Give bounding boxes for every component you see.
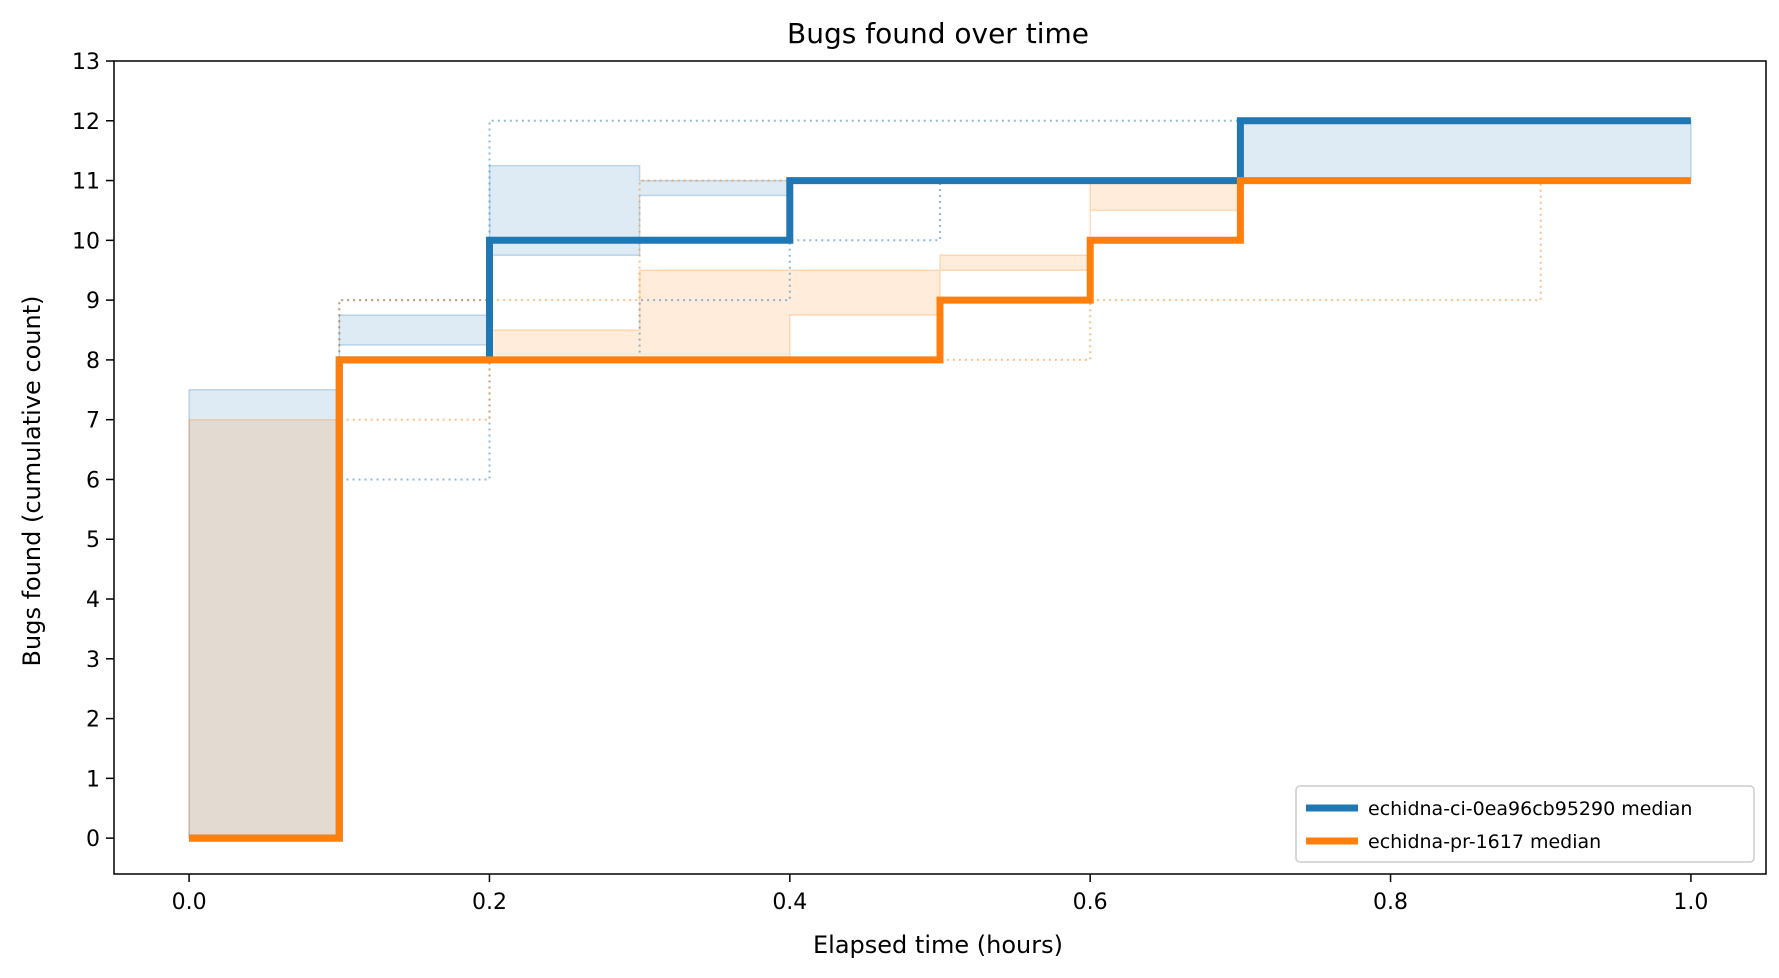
y-tick-label: 12 xyxy=(72,110,100,135)
y-tick-label: 9 xyxy=(86,289,100,314)
y-tick-label: 10 xyxy=(72,229,100,254)
x-tick-label: 0.8 xyxy=(1373,890,1408,915)
legend-box xyxy=(1295,785,1755,863)
y-tick-label: 4 xyxy=(86,588,100,613)
x-tick-label: 1.0 xyxy=(1673,890,1708,915)
x-tick-label: 0.4 xyxy=(772,890,807,915)
min-line-series-0 xyxy=(189,179,1691,840)
y-tick-label: 6 xyxy=(86,468,100,493)
y-axis-label: Bugs found (cumulative count) xyxy=(18,296,46,667)
chart-title: Bugs found over time xyxy=(787,17,1089,50)
y-tick-label: 8 xyxy=(86,349,100,374)
y-tick-label: 0 xyxy=(86,827,100,852)
legend-label-series-1: echidna-pr-1617 median xyxy=(1368,831,1601,853)
y-tick-label: 3 xyxy=(86,648,100,673)
y-tick-label: 11 xyxy=(72,170,100,195)
x-tick-label: 0.6 xyxy=(1073,890,1108,915)
x-axis-ticks: 0.0 0.2 0.4 0.6 0.8 1.0 xyxy=(172,874,1708,915)
y-tick-label: 13 xyxy=(72,50,100,75)
x-axis-label: Elapsed time (hours) xyxy=(813,931,1063,959)
y-tick-label: 5 xyxy=(86,528,100,553)
x-tick-label: 0.2 xyxy=(472,890,507,915)
legend-label-series-0: echidna-ci-0ea96cb95290 median xyxy=(1368,798,1692,820)
median-line-series-1 xyxy=(189,177,1691,842)
x-tick-label: 0.0 xyxy=(172,890,207,915)
y-tick-label: 2 xyxy=(86,708,100,733)
y-tick-label: 1 xyxy=(86,767,100,792)
legend: echidna-ci-0ea96cb95290 median echidna-pr… xyxy=(1295,785,1755,863)
y-tick-label: 7 xyxy=(86,409,100,434)
max-line-series-0 xyxy=(189,119,1691,840)
median-lines xyxy=(189,117,1691,842)
plot-area-frame xyxy=(113,60,1767,875)
